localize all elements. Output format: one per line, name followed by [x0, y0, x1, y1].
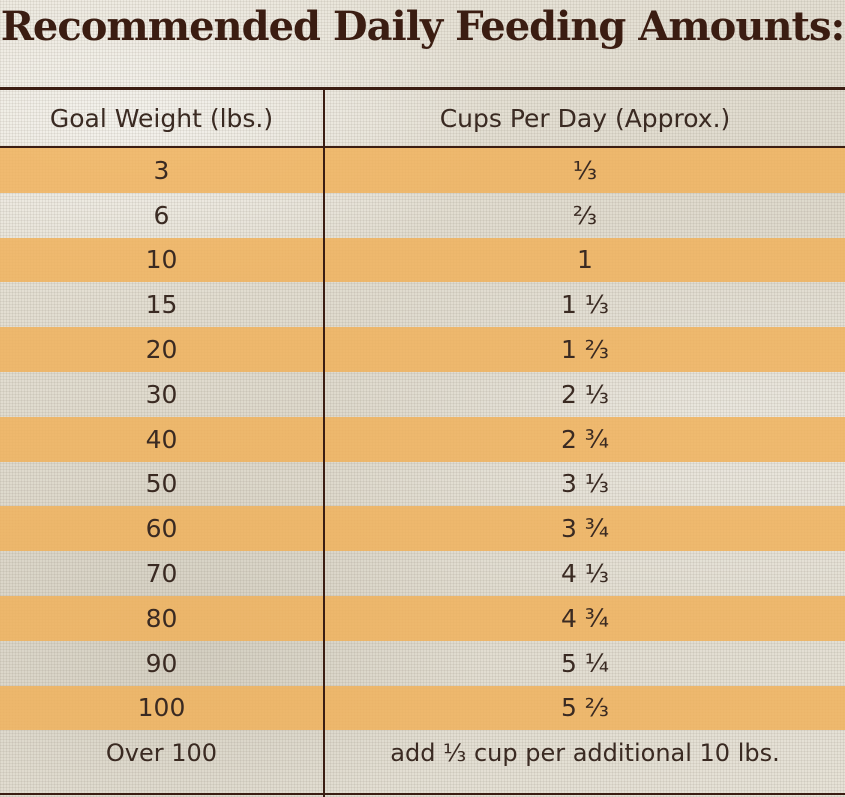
- cups-cell: 1 ⅔: [560, 335, 610, 365]
- table-header: Goal Weight (lbs.) Cups Per Day (Approx.…: [0, 90, 845, 148]
- weight-cell: Over 100: [105, 738, 218, 767]
- title-divider: [0, 87, 845, 90]
- cups-cell: 2 ⅓: [560, 379, 610, 409]
- table-row: 100 5 ⅔: [0, 685, 845, 731]
- table-row: 30 2 ⅓: [0, 372, 845, 417]
- table-row: 20 1 ⅔: [0, 327, 845, 372]
- weight-cell: 60: [145, 514, 178, 544]
- cups-cell: ⅔: [572, 200, 598, 230]
- weight-cell: 90: [145, 648, 178, 678]
- weight-cell: 3: [153, 155, 170, 185]
- weight-cell: 15: [145, 290, 178, 320]
- table-row: Over 100 add ⅓ cup per additional 10 lbs…: [0, 730, 845, 775]
- cups-cell: 1 ⅓: [560, 290, 610, 320]
- page-title: Recommended Daily Feeding Amounts:: [0, 3, 845, 50]
- cups-cell: 1: [577, 245, 593, 275]
- weight-cell: 100: [137, 693, 186, 723]
- cups-cell: ⅓: [572, 155, 598, 185]
- weight-cell: 10: [145, 245, 178, 275]
- weight-cell: 20: [145, 335, 178, 365]
- feeding-table: Goal Weight (lbs.) Cups Per Day (Approx.…: [0, 90, 845, 797]
- weight-cell: 30: [145, 379, 178, 409]
- weight-cell: 40: [145, 424, 178, 454]
- table-body: 3 ⅓ 6 ⅔ 10 1 15 1 ⅓ 20 1 ⅔ 30 2 ⅓ 40 2 ¾…: [0, 148, 845, 775]
- cups-cell: 5 ¼: [560, 648, 610, 678]
- table-row: 80 4 ¾: [0, 595, 845, 641]
- table-row: 10 1: [0, 237, 845, 283]
- cups-cell: 3 ¾: [560, 514, 610, 544]
- cups-cell: 4 ⅓: [560, 559, 610, 589]
- table-row: 70 4 ⅓: [0, 551, 845, 596]
- header-goal-weight: Goal Weight (lbs.): [49, 103, 274, 133]
- table-row: 50 3 ⅓: [0, 462, 845, 507]
- cups-cell: 3 ⅓: [560, 469, 610, 499]
- table-row: 3 ⅓: [0, 148, 845, 193]
- cups-cell: 4 ¾: [560, 603, 610, 633]
- bottom-divider: [0, 793, 845, 795]
- table-row: 40 2 ¾: [0, 416, 845, 462]
- cups-cell: 2 ¾: [560, 424, 610, 454]
- cups-cell: 5 ⅔: [560, 693, 610, 723]
- weight-cell: 80: [145, 603, 178, 633]
- cups-cell: add ⅓ cup per additional 10 lbs.: [390, 738, 780, 767]
- table-row: 90 5 ¼: [0, 641, 845, 686]
- weight-cell: 70: [145, 559, 178, 589]
- weight-cell: 50: [145, 469, 178, 499]
- weight-cell: 6: [153, 200, 170, 230]
- header-cups-per-day: Cups Per Day (Approx.): [439, 103, 731, 133]
- table-row: 60 3 ¾: [0, 506, 845, 552]
- table-row: 15 1 ⅓: [0, 282, 845, 327]
- column-divider: [323, 90, 325, 797]
- table-row: 6 ⅔: [0, 193, 845, 238]
